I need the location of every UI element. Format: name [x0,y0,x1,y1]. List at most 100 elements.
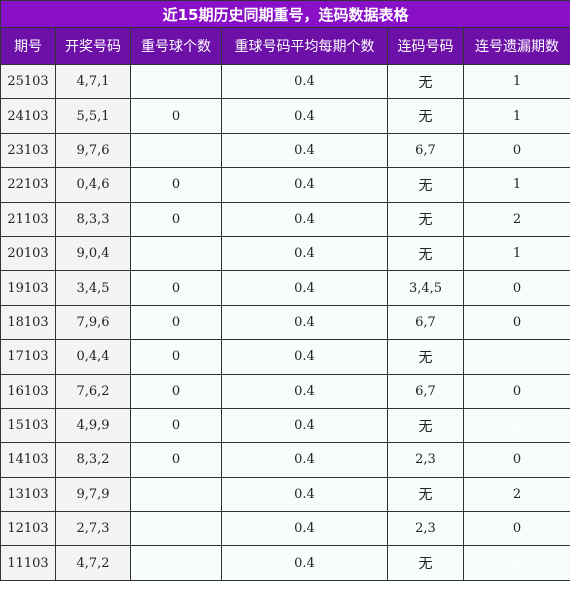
cell-consecutive-miss: 7 [462,339,570,375]
table-row: 22103 0,4,6 0 0.4 无 1 [0,167,570,203]
cell-period: 25103 [0,63,56,100]
cell-draw-numbers: 8,3,3 [55,201,131,237]
cell-period: 14103 [0,442,56,478]
table-row: 24103 5,5,1 0 0.4 无 1 [0,98,570,134]
cell-consecutive-miss: 1 [462,98,570,134]
header-row: 期号 开奖号码 重号球个数 重球号码平均每期个数 连码号码 连号遗漏期数 [0,27,570,65]
cell-repeat-average: 0.4 [221,167,388,203]
cell-consecutive-numbers: 无 [387,63,464,100]
cell-draw-numbers: 7,6,2 [55,373,131,409]
cell-period: 24103 [0,98,56,134]
cell-draw-numbers: 3,4,5 [55,270,131,306]
cell-consecutive-numbers: 无 [387,407,464,444]
cell-period: 22103 [0,167,56,203]
header-draw-numbers: 开奖号码 [55,27,131,65]
cell-consecutive-miss: 0 [462,373,570,409]
cell-period: 15103 [0,407,56,444]
cell-draw-numbers: 0,4,4 [55,339,131,375]
cell-repeat-average: 0.4 [221,373,388,409]
cell-repeat-average: 0.4 [221,98,388,134]
cell-consecutive-numbers: 2,3 [387,511,464,547]
cell-period: 13103 [0,476,56,513]
cell-consecutive-miss: 0 [462,132,570,169]
table-row: 12103 2,7,3 2 0.4 2,3 0 [0,511,570,547]
cell-draw-numbers: 4,7,1 [55,63,131,100]
cell-consecutive-miss: 0 [462,270,570,306]
cell-period: 20103 [0,235,56,272]
cell-draw-numbers: 9,0,4 [55,235,131,272]
cell-draw-numbers: 2,7,3 [55,511,131,547]
table-body: 25103 4,7,1 1 0.4 无 1 24103 5,5,1 0 0.4 无 1 23103 9,7… [0,63,570,581]
cell-consecutive-miss: 0 [462,304,570,341]
cell-repeat-count: 0 [130,270,222,306]
cell-repeat-average: 0.4 [221,235,388,272]
table-row: 15103 4,9,9 0 0.4 无 3 [0,407,570,444]
cell-repeat-average: 0.4 [221,442,388,478]
cell-draw-numbers: 4,9,9 [55,407,131,444]
cell-repeat-average: 0.4 [221,270,388,306]
cell-draw-numbers: 9,7,6 [55,132,131,169]
title-row: 近15期历史同期重号，连码数据表格 [0,0,570,28]
cell-repeat-count: 0 [130,407,222,444]
cell-consecutive-numbers: 无 [387,167,464,203]
cell-consecutive-miss: 0 [462,442,570,478]
cell-repeat-average: 0.4 [221,339,388,375]
cell-consecutive-numbers: 无 [387,339,464,375]
cell-repeat-average: 0.4 [221,476,388,513]
cell-repeat-average: 0.4 [221,511,388,547]
cell-consecutive-miss: 2 [462,201,570,237]
table-row: 16103 7,6,2 0 0.4 6,7 0 [0,373,570,409]
cell-consecutive-miss: 2 [462,476,570,513]
cell-consecutive-numbers: 6,7 [387,304,464,341]
cell-consecutive-miss: 1 [462,235,570,272]
cell-repeat-count: 0 [130,201,222,237]
cell-draw-numbers: 0,4,6 [55,167,131,203]
cell-repeat-count: 1 [130,235,222,272]
cell-period: 11103 [0,545,56,581]
cell-consecutive-numbers: 无 [387,235,464,272]
table-row: 21103 8,3,3 0 0.4 无 2 [0,201,570,237]
table-row: 19103 3,4,5 0 0.4 3,4,5 0 [0,270,570,306]
cell-consecutive-numbers: 6,7 [387,373,464,409]
cell-repeat-count: 0 [130,304,222,341]
table-row: 13103 9,7,9 1 0.4 无 2 [0,476,570,513]
cell-consecutive-numbers: 无 [387,201,464,237]
cell-repeat-average: 0.4 [221,201,388,237]
header-repeat-average: 重球号码平均每期个数 [221,27,388,65]
cell-consecutive-numbers: 6,7 [387,132,464,169]
cell-draw-numbers: 9,7,9 [55,476,131,513]
cell-repeat-count: 1 [130,545,222,581]
cell-consecutive-miss: 3 [462,407,570,444]
cell-consecutive-numbers: 无 [387,98,464,134]
table-row: 23103 9,7,6 1 0.4 6,7 0 [0,132,570,169]
cell-repeat-count: 0 [130,339,222,375]
cell-period: 17103 [0,339,56,375]
table-row: 25103 4,7,1 1 0.4 无 1 [0,63,570,100]
table-row: 11103 4,7,2 1 0.4 无 3 [0,545,570,581]
cell-draw-numbers: 8,3,2 [55,442,131,478]
cell-draw-numbers: 5,5,1 [55,98,131,134]
table-row: 14103 8,3,2 0 0.4 2,3 0 [0,442,570,478]
cell-period: 12103 [0,511,56,547]
cell-repeat-count: 1 [130,476,222,513]
cell-period: 18103 [0,304,56,341]
cell-repeat-count: 0 [130,373,222,409]
data-table-container: 近15期历史同期重号，连码数据表格 期号 开奖号码 重号球个数 重球号码平均每期… [0,0,570,581]
cell-consecutive-miss: 3 [462,545,570,581]
header-consecutive-numbers: 连码号码 [387,27,464,65]
cell-consecutive-miss: 1 [462,63,570,100]
cell-repeat-average: 0.4 [221,304,388,341]
header-repeat-count: 重号球个数 [130,27,222,65]
cell-repeat-count: 2 [130,511,222,547]
cell-draw-numbers: 7,9,6 [55,304,131,341]
cell-consecutive-numbers: 2,3 [387,442,464,478]
cell-period: 16103 [0,373,56,409]
cell-consecutive-miss: 1 [462,167,570,203]
header-period: 期号 [0,27,56,65]
cell-period: 21103 [0,201,56,237]
cell-repeat-count: 0 [130,442,222,478]
cell-repeat-count: 1 [130,132,222,169]
table-row: 18103 7,9,6 0 0.4 6,7 0 [0,304,570,341]
cell-consecutive-numbers: 无 [387,476,464,513]
table-title: 近15期历史同期重号，连码数据表格 [0,0,570,28]
